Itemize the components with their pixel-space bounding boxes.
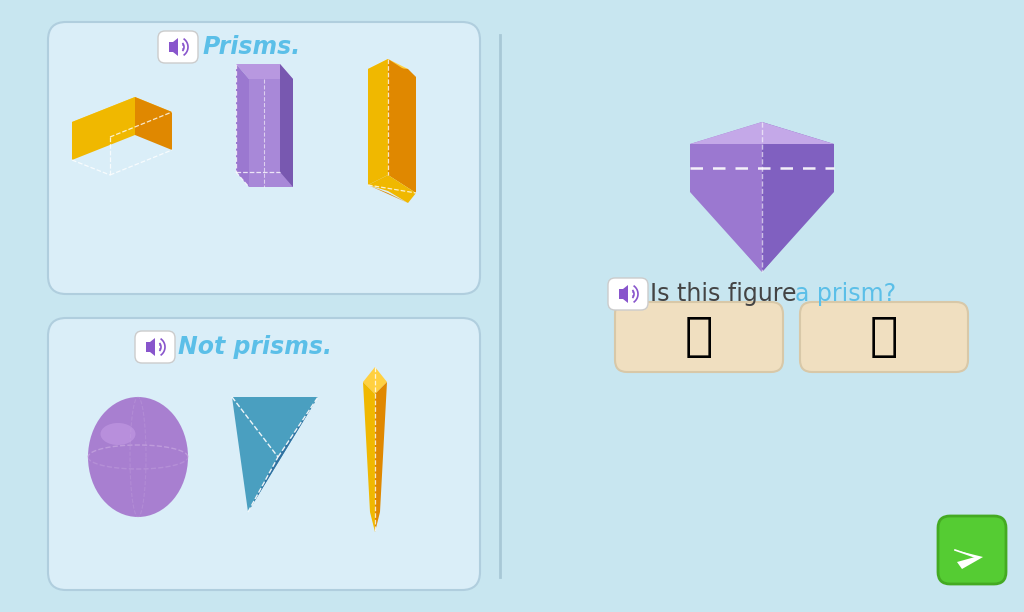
Polygon shape: [368, 59, 388, 185]
Polygon shape: [248, 397, 318, 512]
Polygon shape: [762, 144, 834, 272]
Polygon shape: [72, 97, 135, 160]
Text: 👍: 👍: [685, 315, 713, 359]
Ellipse shape: [100, 423, 135, 445]
Polygon shape: [762, 122, 834, 272]
Polygon shape: [169, 38, 178, 56]
FancyBboxPatch shape: [615, 302, 783, 372]
Text: 👎: 👎: [869, 315, 898, 359]
FancyBboxPatch shape: [938, 516, 1006, 584]
Polygon shape: [368, 59, 408, 69]
Polygon shape: [690, 144, 834, 189]
Polygon shape: [236, 64, 293, 79]
FancyBboxPatch shape: [800, 302, 968, 372]
FancyBboxPatch shape: [48, 318, 480, 590]
Polygon shape: [388, 67, 416, 77]
Ellipse shape: [88, 397, 188, 517]
Polygon shape: [690, 122, 834, 144]
Polygon shape: [955, 550, 983, 569]
FancyBboxPatch shape: [158, 31, 198, 63]
Polygon shape: [388, 59, 416, 193]
Polygon shape: [690, 144, 834, 192]
FancyBboxPatch shape: [608, 278, 648, 310]
FancyBboxPatch shape: [135, 331, 175, 363]
Polygon shape: [690, 122, 762, 272]
Polygon shape: [375, 382, 387, 532]
Polygon shape: [362, 367, 387, 394]
Polygon shape: [362, 382, 375, 532]
Polygon shape: [72, 97, 172, 137]
Polygon shape: [690, 144, 762, 272]
Polygon shape: [249, 79, 293, 187]
Text: Prisms.: Prisms.: [202, 35, 300, 59]
Polygon shape: [618, 285, 628, 303]
Polygon shape: [280, 64, 293, 187]
Polygon shape: [368, 175, 416, 203]
Text: Is this figure: Is this figure: [650, 282, 804, 306]
Polygon shape: [236, 64, 249, 187]
FancyBboxPatch shape: [48, 22, 480, 294]
Text: Not prisms.: Not prisms.: [178, 335, 332, 359]
Polygon shape: [368, 185, 408, 203]
Text: a prism?: a prism?: [795, 282, 896, 306]
Polygon shape: [146, 338, 155, 356]
Polygon shape: [135, 97, 172, 150]
Polygon shape: [232, 397, 318, 512]
